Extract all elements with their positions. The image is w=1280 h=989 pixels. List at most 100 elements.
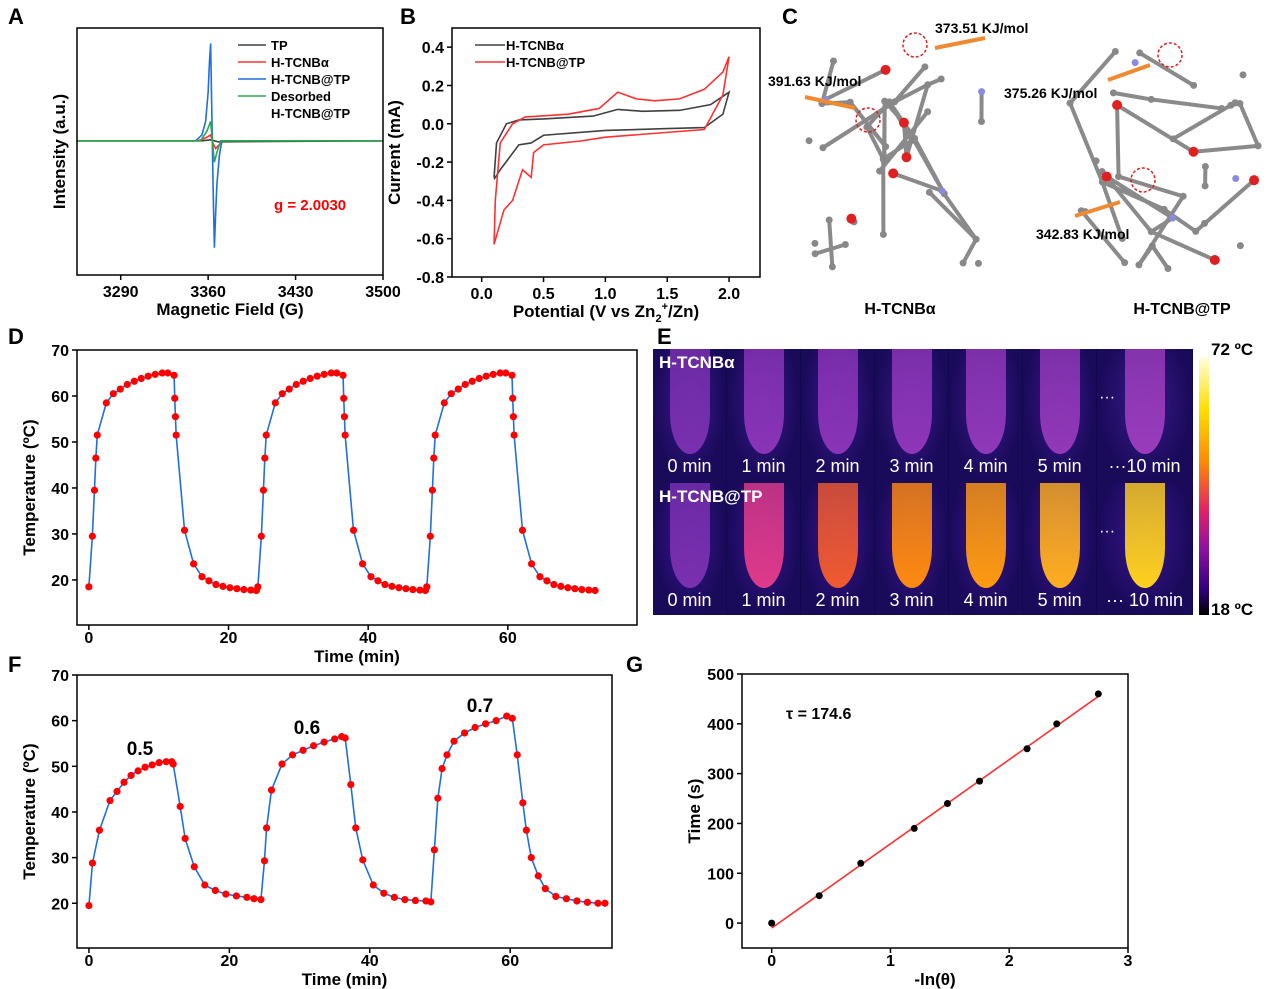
y-tick-label: -0.4	[416, 193, 444, 210]
data-point	[564, 584, 572, 592]
bond	[1193, 143, 1259, 154]
g-value-annotation: g = 2.0030	[274, 197, 346, 214]
atom	[1066, 99, 1074, 107]
data-point	[431, 431, 439, 439]
panel-label-G: G	[626, 652, 643, 677]
data-point	[461, 380, 469, 389]
data-point	[492, 717, 500, 725]
thermal-image-panel: H-TCNBα 0 min 1 min 2 min 3 min 4 min 5 min ···…	[653, 349, 1194, 615]
data-point	[976, 777, 984, 785]
bond	[1068, 102, 1105, 183]
highlight-circle	[1157, 42, 1183, 68]
data-point	[508, 371, 516, 379]
bond	[893, 65, 927, 104]
tube	[1039, 483, 1080, 588]
data-point	[120, 778, 128, 786]
data-point	[92, 454, 100, 462]
data-point	[367, 573, 375, 581]
atom	[1192, 227, 1200, 235]
panel-label-A: A	[8, 4, 24, 29]
thermal-image-cell: 1 min	[727, 349, 802, 481]
data-point	[169, 760, 177, 768]
y-tick-label: 0.4	[422, 40, 444, 57]
data-point	[151, 370, 159, 378]
data-point	[201, 881, 209, 889]
data-point	[299, 377, 307, 385]
data-point	[510, 431, 518, 439]
bond	[1138, 51, 1195, 88]
atom	[888, 168, 899, 179]
tube	[1039, 349, 1080, 454]
data-point	[1023, 745, 1031, 753]
atom	[1109, 89, 1117, 97]
data-point	[341, 431, 349, 439]
data-point	[359, 856, 367, 864]
data-point	[198, 573, 206, 581]
data-point	[380, 889, 388, 897]
data-point	[578, 585, 586, 594]
highlight-circle	[1130, 167, 1156, 193]
data-point	[438, 764, 446, 773]
data-point	[134, 767, 142, 775]
molecular-structures: 373.51 KJ/mol 391.63 KJ/mol 375.26 KJ/mol 3…	[768, 20, 1262, 318]
data-point	[340, 413, 349, 421]
data-point	[388, 582, 396, 590]
atom	[1236, 242, 1244, 250]
atom	[891, 98, 899, 106]
bond	[1137, 244, 1154, 267]
data-point	[171, 413, 180, 421]
data-point	[562, 895, 570, 903]
y-tick-label: 400	[707, 717, 734, 734]
series-line-Desorbed H-TCNB@TP	[77, 121, 383, 163]
x-tick-label: 20	[220, 630, 238, 647]
data-point	[170, 371, 178, 379]
data-point	[320, 370, 328, 378]
x-tick-label: 60	[501, 953, 519, 970]
x-tick-label: 3	[1124, 953, 1133, 970]
time-label: 2 min	[815, 456, 860, 476]
data-point	[943, 800, 951, 808]
data-point	[313, 372, 321, 380]
data-point	[219, 582, 227, 590]
tube	[669, 349, 710, 454]
plot-frame	[451, 27, 761, 278]
data-point	[148, 761, 156, 769]
atom	[1112, 100, 1123, 111]
data-point	[262, 824, 271, 832]
y-tick-label: -0.2	[416, 155, 444, 172]
data-point	[489, 370, 497, 378]
data-point	[475, 374, 483, 383]
data-point	[509, 394, 517, 402]
plot-area	[85, 712, 609, 910]
tube	[743, 349, 784, 454]
thermal-row-label: H-TCNB@TP	[659, 487, 763, 506]
y-tick-label: 70	[51, 343, 69, 360]
y-tick-label: 300	[707, 767, 734, 784]
tube	[743, 483, 784, 588]
plot-frame	[76, 349, 638, 626]
data-point	[460, 729, 469, 737]
data-point	[95, 826, 104, 834]
chart-A: 3290 3360 3430 3500 Magnetic Field (G) Intens…	[50, 27, 401, 319]
legend-label: H-TCNB@TP	[506, 55, 585, 70]
x-tick-label: 3500	[365, 284, 401, 301]
data-point	[857, 859, 865, 867]
data-point	[271, 399, 279, 407]
chart-B: 0.0 0.5 1.0 1.5 2.0 -0.8 -0.6 -0.4 -0.2 0.0 0.2 0.4…	[385, 27, 761, 325]
atom	[819, 144, 827, 152]
data-point	[409, 585, 417, 594]
data-point	[127, 771, 135, 780]
x-tick-label: 1.5	[656, 286, 678, 303]
thermal-image-cell: 3 min	[875, 483, 950, 615]
time-label: 4 min	[963, 590, 1008, 610]
bond	[1100, 170, 1153, 233]
data-point	[434, 794, 442, 802]
data-point	[815, 892, 823, 900]
atom	[811, 250, 819, 258]
bond	[892, 171, 943, 193]
atom	[901, 152, 912, 163]
data-point	[534, 872, 542, 880]
time-label: 4 min	[963, 456, 1008, 476]
y-axis-label: Intensity (a.u.)	[50, 94, 69, 209]
atom	[841, 241, 849, 249]
